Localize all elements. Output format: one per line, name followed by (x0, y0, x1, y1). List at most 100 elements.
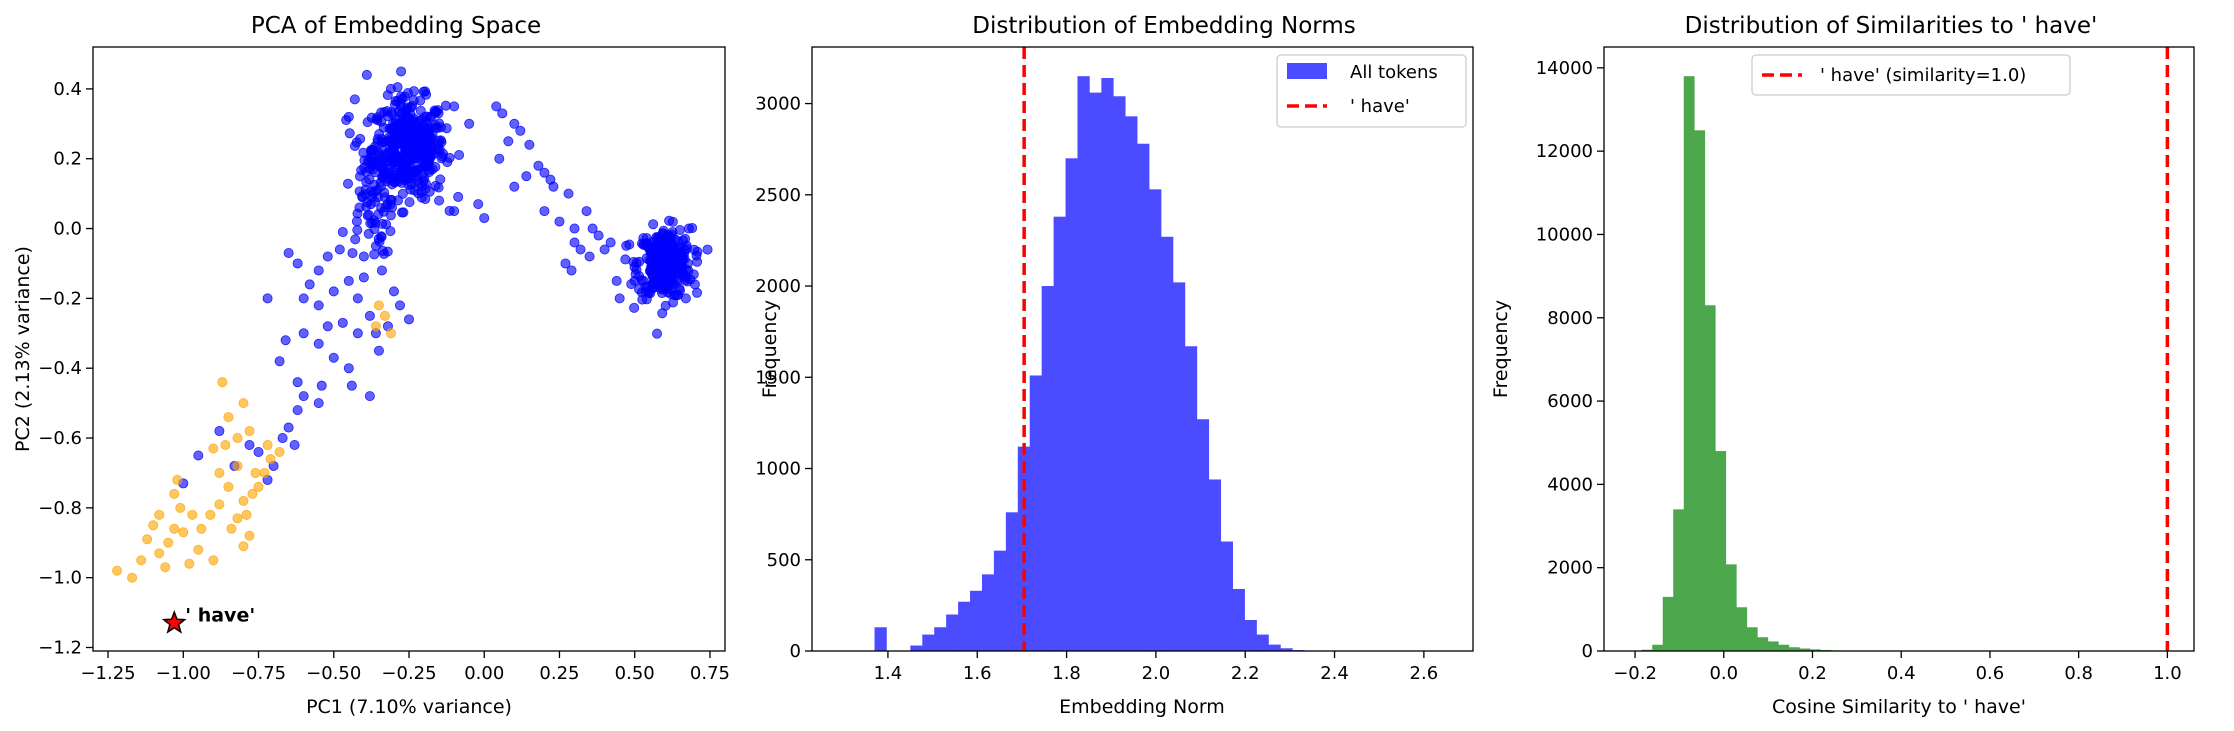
scatter-point (277, 433, 288, 444)
scatter-point (539, 206, 550, 217)
histogram-bar (1244, 619, 1257, 651)
x-axis-label: Cosine Similarity to ' have' (1772, 696, 2026, 718)
scatter-point (343, 111, 354, 122)
scatter-point (599, 244, 610, 255)
neighbor-point (238, 398, 249, 409)
scatter-point (652, 328, 663, 339)
neighbor-point (244, 530, 255, 541)
neighbor-point (214, 499, 225, 510)
scatter-point (614, 293, 625, 304)
scatter-point (313, 398, 324, 409)
scatter-point (359, 162, 370, 173)
y-tick-label: 500 (767, 550, 801, 571)
neighbor-point (232, 460, 243, 471)
scatter-point (405, 161, 416, 172)
scatter-point (403, 314, 414, 325)
scatter-point (636, 275, 647, 286)
scatter-point (630, 269, 641, 280)
histogram-bar (1089, 92, 1102, 652)
scatter-point (692, 287, 703, 298)
x-tick-label: 1.4 (874, 663, 903, 684)
legend: ' have' (similarity=1.0) (1751, 54, 2071, 96)
scatter-point (683, 223, 694, 234)
scatter-point (454, 150, 465, 161)
y-tick-label: 2500 (755, 185, 801, 206)
scatter-point (408, 95, 419, 106)
histogram-bar (1757, 637, 1769, 651)
norms-histogram-panel: Distribution of Embedding Norms 1.4 1.6 1.… (755, 13, 1474, 718)
histogram-bar (1767, 641, 1779, 651)
plot-frame (92, 46, 726, 652)
x-tick-label: 0.25 (539, 663, 579, 684)
neighbor-point (214, 467, 225, 478)
scatter-point (533, 160, 544, 171)
scatter-point (344, 128, 355, 139)
scatter-point (569, 223, 580, 234)
scatter-point (509, 118, 520, 129)
scatter-point (372, 115, 383, 126)
scatter-point (688, 269, 699, 280)
scatter-point (367, 217, 378, 228)
legend-swatch-all-tokens (1287, 63, 1327, 79)
scatter-point (497, 108, 508, 119)
scatter-point (328, 352, 339, 363)
scatter-point (426, 132, 437, 143)
histogram-bar (1184, 346, 1198, 651)
histogram-bar (1101, 78, 1114, 652)
scatter-point (680, 275, 691, 286)
y-tick-label: −1.0 (38, 568, 82, 589)
scatter-point (376, 203, 387, 214)
scatter-point (352, 328, 363, 339)
scatter-point (385, 83, 396, 94)
scatter-point (629, 302, 640, 313)
scatter-point (289, 440, 300, 451)
scatter-point (509, 181, 520, 192)
scatter-point (370, 141, 381, 152)
scatter-point (689, 279, 700, 290)
histogram-bar (1149, 189, 1162, 651)
scatter-point (346, 380, 357, 391)
scatter-point (389, 99, 400, 110)
x-tick-label: 0.50 (615, 663, 655, 684)
scatter-point (388, 286, 399, 297)
neighbor-point (226, 523, 237, 534)
y-tick-label: 2000 (1547, 558, 1593, 579)
histogram-bar (1778, 644, 1790, 651)
scatter-point (349, 141, 360, 152)
axis-ticks: −1.25 −1.00 −0.75 −0.50 −0.25 0.00 0.25 0.50 0.7… (38, 79, 730, 684)
scatter-point (396, 91, 407, 102)
neighbor-point (265, 453, 276, 464)
scatter-point (382, 246, 393, 257)
scatter-point (361, 201, 372, 212)
neighbor-point (379, 310, 390, 321)
neighbor-point (169, 523, 180, 534)
scatter-point (313, 338, 324, 349)
histogram-bar (1673, 509, 1685, 651)
scatter-point (584, 251, 595, 262)
scatter-point (363, 228, 374, 239)
scatter-point (350, 234, 361, 245)
scatter-point (391, 157, 402, 168)
neighbor-point (160, 562, 171, 573)
scatter-point (342, 178, 353, 189)
legend: All tokens ' have' (1276, 54, 1467, 128)
scatter-point (464, 118, 475, 129)
scatter-point (404, 139, 415, 150)
histogram-bar (1694, 130, 1706, 651)
x-tick-label: 1.8 (1052, 663, 1081, 684)
scatter-point (364, 391, 375, 402)
x-tick-label: 1.6 (963, 663, 992, 684)
scatter-point (449, 206, 460, 217)
histogram-bar (922, 634, 935, 651)
scatter-point (352, 293, 363, 304)
x-tick-label: 0.75 (690, 663, 730, 684)
scatter-point (667, 227, 678, 238)
scatter-point (681, 240, 692, 251)
scatter-point (634, 256, 645, 267)
neighbor-point (163, 537, 174, 548)
histogram-bar (1232, 588, 1245, 651)
scatter-point (554, 216, 565, 227)
histogram-bar (1799, 648, 1811, 651)
scatter-point (349, 94, 360, 105)
